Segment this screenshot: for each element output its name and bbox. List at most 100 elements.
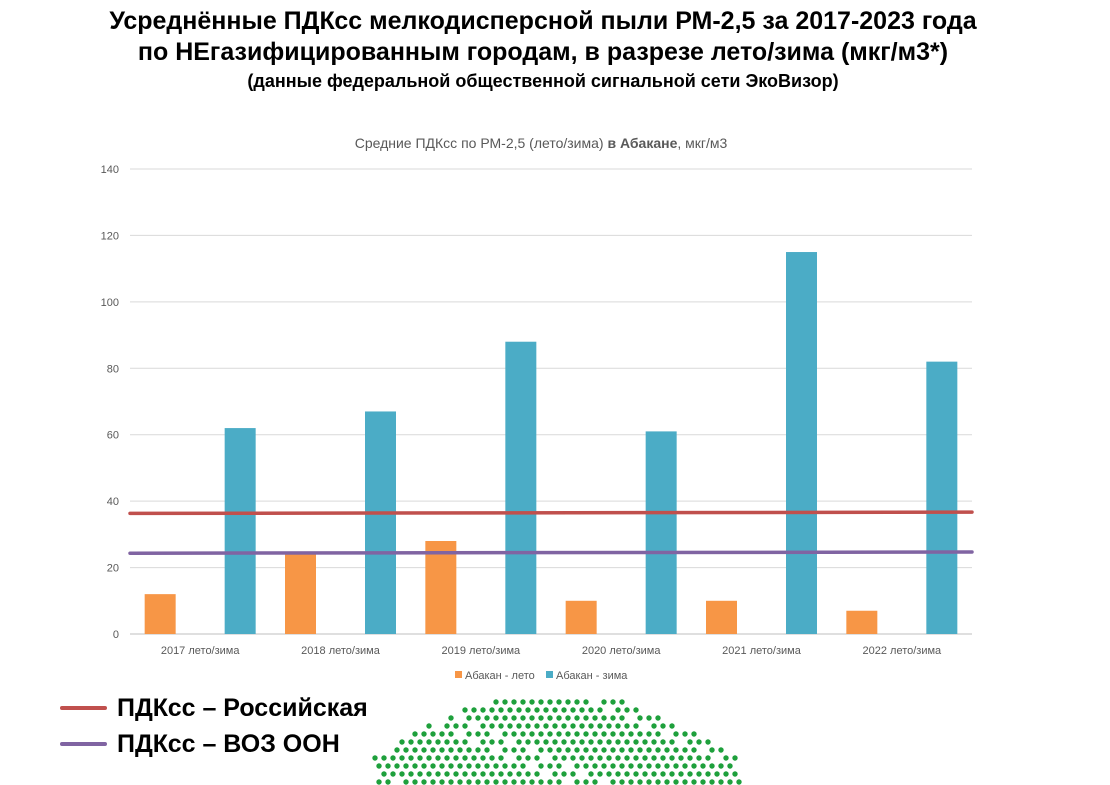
green-dot	[660, 771, 666, 777]
reference-legend: ПДКсс – Российская ПДКсс – ВОЗ ООН	[60, 690, 368, 762]
green-dot	[642, 739, 648, 745]
green-dot	[376, 779, 382, 785]
green-dot	[606, 739, 612, 745]
green-dot	[579, 755, 585, 761]
green-dot	[426, 739, 432, 745]
green-dot	[439, 731, 445, 737]
green-dot	[547, 699, 553, 705]
green-dot	[547, 715, 553, 721]
green-dot	[484, 763, 490, 769]
green-dot	[534, 739, 540, 745]
green-dot	[570, 707, 576, 713]
green-dot	[435, 771, 441, 777]
green-dot	[601, 747, 607, 753]
green-dot	[556, 763, 562, 769]
bar-summer-2	[425, 541, 457, 634]
green-dot	[597, 723, 603, 729]
y-tick-label: 0	[113, 629, 119, 641]
green-dot	[723, 771, 729, 777]
green-dot	[502, 763, 508, 769]
legend-who-limit: ПДКсс – ВОЗ ООН	[60, 726, 368, 762]
green-dot	[732, 771, 738, 777]
green-dot	[520, 699, 526, 705]
green-dot	[471, 755, 477, 761]
green-dot	[682, 779, 688, 785]
green-dot	[642, 755, 648, 761]
green-dot	[583, 779, 589, 785]
green-dot	[466, 747, 472, 753]
green-dot	[448, 747, 454, 753]
green-dot	[718, 763, 724, 769]
green-dot	[727, 779, 733, 785]
x-tick-label: 2019 лето/зима	[442, 645, 522, 657]
green-dot	[417, 755, 423, 761]
green-dot	[651, 739, 657, 745]
green-dot	[705, 739, 711, 745]
green-dot	[462, 739, 468, 745]
green-dot	[525, 707, 531, 713]
green-dot	[484, 747, 490, 753]
green-dot	[372, 755, 378, 761]
green-dot	[525, 723, 531, 729]
green-dot	[736, 779, 742, 785]
green-dot	[655, 747, 661, 753]
green-dot	[381, 771, 387, 777]
legend-russian-limit: ПДКсс – Российская	[60, 690, 368, 726]
chart-title-part1: Средние ПДКсс по РМ-2,5 (лето/зима)	[355, 135, 608, 151]
green-dot	[471, 707, 477, 713]
green-dot	[696, 739, 702, 745]
green-dot	[439, 779, 445, 785]
green-dot	[606, 723, 612, 729]
bar-winter-4	[786, 252, 817, 635]
green-dot	[709, 779, 715, 785]
green-dot	[516, 723, 522, 729]
green-dot	[534, 771, 540, 777]
green-dot	[624, 707, 630, 713]
green-dot	[637, 731, 643, 737]
green-dot	[385, 779, 391, 785]
green-dot	[678, 771, 684, 777]
green-dot	[538, 699, 544, 705]
green-dot	[412, 763, 418, 769]
green-dot	[556, 779, 562, 785]
green-dot	[579, 707, 585, 713]
green-dot	[669, 723, 675, 729]
green-dot	[597, 755, 603, 761]
green-dot	[489, 755, 495, 761]
green-dot	[480, 723, 486, 729]
green-dot	[610, 779, 616, 785]
green-dot	[579, 723, 585, 729]
green-dot	[574, 715, 580, 721]
green-dot	[673, 747, 679, 753]
green-dot	[660, 723, 666, 729]
green-dot	[399, 739, 405, 745]
green-dot	[597, 739, 603, 745]
green-dot	[669, 771, 675, 777]
y-tick-label: 40	[107, 496, 119, 508]
green-dot	[696, 755, 702, 761]
green-dot	[453, 723, 459, 729]
green-dot	[628, 731, 634, 737]
green-dot	[615, 755, 621, 761]
x-tick-label: 2017 лето/зима	[161, 645, 241, 657]
green-dot	[538, 779, 544, 785]
green-dot	[565, 731, 571, 737]
bar-summer-1	[285, 554, 316, 634]
green-dot	[552, 771, 558, 777]
green-dot	[511, 731, 517, 737]
green-dot	[615, 739, 621, 745]
green-dot	[520, 763, 526, 769]
green-dot	[561, 723, 567, 729]
bar-winter-3	[645, 431, 677, 634]
green-dot	[417, 771, 423, 777]
green-dot	[592, 747, 598, 753]
green-dot	[687, 755, 693, 761]
bar-summer-0	[144, 594, 176, 634]
green-dot	[601, 715, 607, 721]
green-dot	[615, 707, 621, 713]
green-dot	[637, 763, 643, 769]
green-dot	[570, 723, 576, 729]
green-dot	[592, 715, 598, 721]
green-dot	[709, 763, 715, 769]
green-dot	[619, 731, 625, 737]
